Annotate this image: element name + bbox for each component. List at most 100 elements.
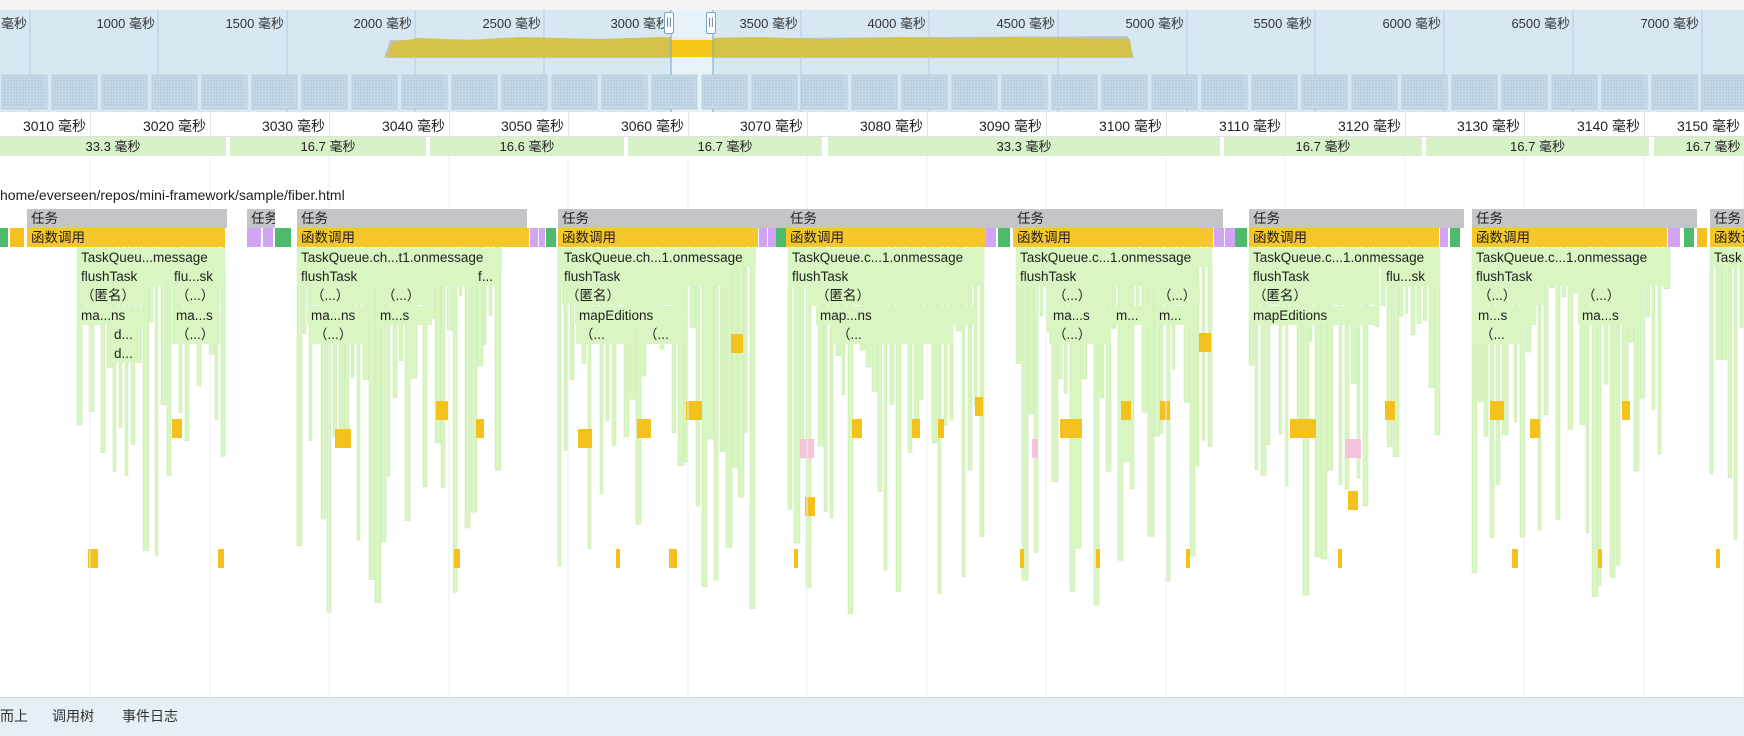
small-event-block[interactable] — [1214, 228, 1224, 248]
small-event-block[interactable] — [530, 228, 538, 248]
js-call-block[interactable]: mapEditions — [1249, 305, 1379, 325]
js-call-block[interactable]: d... — [110, 344, 142, 364]
js-call-block[interactable]: （...） — [1049, 286, 1111, 306]
js-call-block[interactable]: flushTask — [560, 266, 728, 286]
js-call-block[interactable]: （... — [640, 324, 684, 344]
function-call-block[interactable]: 函数调用 — [27, 228, 225, 248]
js-call-block[interactable]: （... — [576, 324, 632, 344]
js-call-block[interactable]: flu...sk — [170, 266, 222, 286]
js-call-block[interactable]: map...ns — [816, 305, 976, 325]
js-call-block[interactable]: （...） — [1154, 286, 1200, 306]
js-call-block[interactable]: flushTask — [1016, 266, 1196, 286]
js-call-block[interactable]: m...s — [376, 305, 432, 325]
tab-bottom-up[interactable]: 而上 — [0, 708, 28, 724]
js-call-block[interactable]: （... — [833, 324, 953, 344]
js-call-block[interactable]: （...） — [378, 286, 434, 306]
js-call-block[interactable]: （...） — [1578, 286, 1640, 306]
js-call-block[interactable]: m...s — [1474, 305, 1536, 325]
js-call-block[interactable]: ma...ns — [307, 305, 369, 325]
js-call-block[interactable]: TaskQueue.c...1.onmessage — [1249, 247, 1439, 267]
small-event-block[interactable] — [10, 228, 24, 248]
js-call-block[interactable]: TaskQueue.c...1.onmessage — [1016, 247, 1212, 267]
tab-event-log[interactable]: 事件日志 — [122, 708, 178, 724]
frame-block[interactable]: 16.7 毫秒 — [230, 137, 428, 156]
small-event-block[interactable] — [998, 228, 1010, 248]
js-call-block[interactable]: ma...s — [172, 305, 220, 325]
js-call-block[interactable]: TaskQueue.c...1.onmessage — [1472, 247, 1667, 267]
js-call-block[interactable]: （...） — [310, 324, 366, 344]
js-call-block[interactable]: （...） — [1474, 286, 1544, 306]
js-call-block[interactable]: flushTask — [77, 266, 165, 286]
js-call-block[interactable]: （...） — [172, 324, 220, 344]
function-call-block[interactable]: 函数调用 — [1249, 228, 1439, 248]
function-call-block[interactable]: 函数调用 — [1710, 228, 1744, 248]
small-event-block[interactable] — [1697, 228, 1707, 248]
frame-block[interactable]: 33.3 毫秒 — [0, 137, 228, 156]
frame-block[interactable]: 16.7 毫秒 — [1426, 137, 1651, 156]
small-event-block[interactable] — [1668, 228, 1680, 248]
task-block[interactable]: 任务 — [297, 209, 527, 228]
small-event-block[interactable] — [1235, 228, 1247, 248]
js-call-block[interactable]: （匿名） — [77, 286, 143, 306]
js-call-block[interactable]: TaskQueue.c...1.onmessage — [788, 247, 984, 267]
frames-track[interactable]: 33.3 毫秒 16.7 毫秒 16.6 毫秒 16.7 毫秒 33.3 毫秒 16.7 … — [0, 137, 1744, 157]
function-call-block[interactable]: 函数调用 — [786, 228, 986, 248]
js-call-block[interactable]: （... — [1476, 324, 1522, 344]
js-call-block[interactable]: flu...sk — [1382, 266, 1438, 286]
small-event-block[interactable] — [546, 228, 556, 248]
task-block[interactable]: 任务 — [247, 209, 275, 228]
frame-block[interactable]: 16.7 毫秒 — [628, 137, 824, 156]
tab-call-tree[interactable]: 调用树 — [52, 708, 94, 724]
frame-block[interactable]: 16.6 毫秒 — [430, 137, 626, 156]
js-call-block[interactable]: （匿名） — [1249, 286, 1379, 306]
js-call-block[interactable]: TaskQueue.ch...t1.onmessage — [297, 247, 502, 267]
small-event-block[interactable] — [759, 228, 767, 248]
small-event-block[interactable] — [1440, 228, 1448, 248]
main-track[interactable]: home/everseen/repos/mini-framework/sampl… — [0, 157, 1744, 697]
js-call-block[interactable]: f... — [474, 266, 500, 286]
small-event-block[interactable] — [247, 228, 261, 248]
frame-block[interactable]: 16.7 毫秒 — [1654, 137, 1744, 156]
js-call-block[interactable]: TaskQueue.ch...1.onmessage — [560, 247, 756, 267]
selection-left-handle[interactable]: || — [664, 12, 674, 34]
frame-block[interactable]: 33.3 毫秒 — [828, 137, 1222, 156]
small-event-block[interactable] — [275, 228, 291, 248]
selection-right-handle[interactable]: || — [706, 12, 716, 34]
js-call-block[interactable]: （匿名） — [562, 286, 684, 306]
js-call-block[interactable]: m... — [1155, 305, 1195, 325]
task-block[interactable]: 任务 — [786, 209, 1014, 228]
task-block[interactable]: 任务 — [1472, 209, 1697, 228]
function-call-block[interactable]: 函数调用 — [297, 228, 529, 248]
task-block[interactable]: 任务 — [558, 209, 786, 228]
js-call-block[interactable]: d... — [110, 324, 142, 344]
js-call-block[interactable]: TaskQueu...message — [77, 247, 225, 267]
js-call-block[interactable]: （...） — [172, 286, 220, 306]
js-call-block[interactable]: Task — [1710, 247, 1744, 267]
js-call-block[interactable]: mapEditions — [575, 305, 685, 325]
function-call-block[interactable]: 函数调用 — [1472, 228, 1667, 248]
small-event-block[interactable] — [986, 228, 996, 248]
js-call-block[interactable]: （匿名） — [812, 286, 968, 306]
js-call-block[interactable]: ma...s — [1578, 305, 1638, 325]
small-event-block[interactable] — [776, 228, 786, 248]
js-call-block[interactable]: m... — [1112, 305, 1152, 325]
js-call-block[interactable]: ma...ns — [77, 305, 143, 325]
js-call-block[interactable]: ma...s — [1049, 305, 1111, 325]
small-event-block[interactable] — [1225, 228, 1235, 248]
task-block[interactable]: 任务 — [27, 209, 227, 228]
task-block[interactable]: 任务 — [1013, 209, 1223, 228]
js-call-block[interactable]: flushTask — [1472, 266, 1667, 286]
small-event-block[interactable] — [0, 228, 8, 248]
task-block[interactable]: 任务 — [1249, 209, 1464, 228]
small-event-block[interactable] — [768, 228, 776, 248]
timeline-overview[interactable]: 毫秒 1000 毫秒 1500 毫秒 2000 毫秒 2500 毫秒 3000 毫秒 350… — [0, 0, 1744, 112]
js-call-block[interactable]: （...） — [307, 286, 369, 306]
js-call-block[interactable]: flushTask — [1249, 266, 1379, 286]
function-call-block[interactable]: 函数调用 — [558, 228, 758, 248]
js-call-block[interactable]: flushTask — [788, 266, 984, 286]
small-event-block[interactable] — [1450, 228, 1460, 248]
js-call-block[interactable]: flushTask — [297, 266, 477, 286]
task-block[interactable]: 任务 — [1710, 209, 1744, 228]
function-call-block[interactable]: 函数调用 — [1013, 228, 1213, 248]
small-event-block[interactable] — [1684, 228, 1694, 248]
